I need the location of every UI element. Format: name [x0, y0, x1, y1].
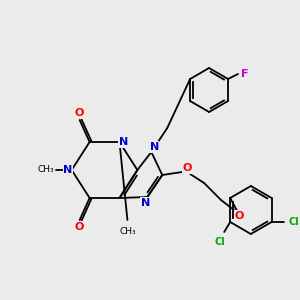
Text: Cl: Cl: [288, 217, 299, 227]
Text: Cl: Cl: [215, 237, 226, 247]
Text: N: N: [150, 142, 159, 152]
Text: O: O: [234, 211, 244, 221]
Text: N: N: [119, 137, 128, 147]
Text: N: N: [141, 198, 150, 208]
Text: CH₃: CH₃: [38, 166, 54, 175]
Text: O: O: [75, 222, 84, 232]
Text: CH₃: CH₃: [119, 227, 136, 236]
Text: O: O: [182, 163, 192, 173]
Text: O: O: [75, 108, 84, 118]
Text: F: F: [241, 69, 249, 79]
Text: N: N: [63, 165, 72, 175]
